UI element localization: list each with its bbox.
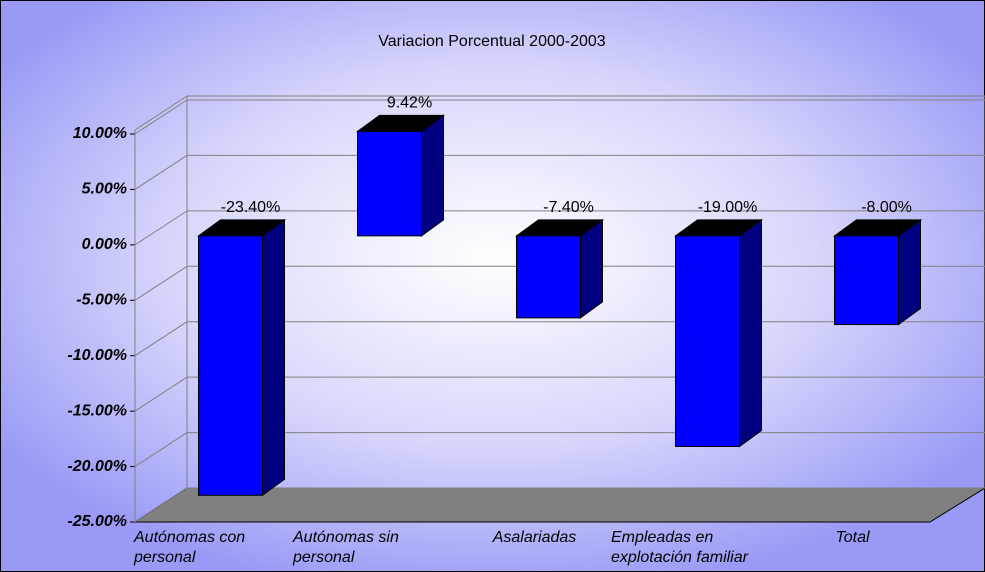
y-tick-label: -20.00%: [67, 458, 127, 475]
grid-line: [134, 487, 188, 523]
y-tick-label: 5.00%: [82, 181, 127, 198]
y-tick-label: -25.00%: [67, 513, 127, 530]
bar-side: [739, 218, 762, 448]
grid-line: [134, 432, 188, 467]
bar: [834, 235, 899, 326]
bar: [357, 130, 422, 237]
value-label: -8.00%: [861, 199, 912, 216]
grid-line: [134, 99, 188, 135]
left-wall-edge: [134, 95, 188, 131]
value-label: -19.00%: [698, 199, 758, 216]
y-tick-label: -5.00%: [76, 292, 127, 309]
x-tick-label: Empleadas en explotación familiar: [611, 529, 748, 566]
bar-side: [898, 218, 921, 326]
value-label: -23.40%: [221, 199, 281, 216]
y-tick-label: 0.00%: [82, 236, 127, 253]
grid-line: [134, 376, 188, 412]
chart-title: Variacion Porcentual 2000-2003: [378, 33, 606, 50]
x-tick-label: Autónomas con personal: [134, 529, 246, 566]
x-tick-label: Total: [835, 529, 870, 546]
grid-line: [134, 265, 188, 301]
bar-side: [580, 218, 603, 319]
bar: [516, 235, 581, 319]
y-tick-label: -10.00%: [67, 347, 127, 364]
x-tick-label: Asalariadas: [492, 529, 577, 546]
value-label: 9.42%: [387, 95, 432, 112]
bar-side: [262, 218, 285, 497]
grid-line: [134, 155, 188, 190]
back-wall: [186, 95, 985, 489]
bar-side: [421, 114, 444, 237]
bar: [198, 235, 263, 496]
y-tick-label: -15.00%: [67, 402, 127, 419]
value-label: -7.40%: [543, 199, 594, 216]
grid-line: [134, 210, 188, 246]
y-tick-label: 10.00%: [73, 125, 127, 142]
x-tick-label: Autónomas sin personal: [293, 529, 399, 566]
bar: [675, 235, 740, 447]
grid-line: [134, 321, 188, 357]
